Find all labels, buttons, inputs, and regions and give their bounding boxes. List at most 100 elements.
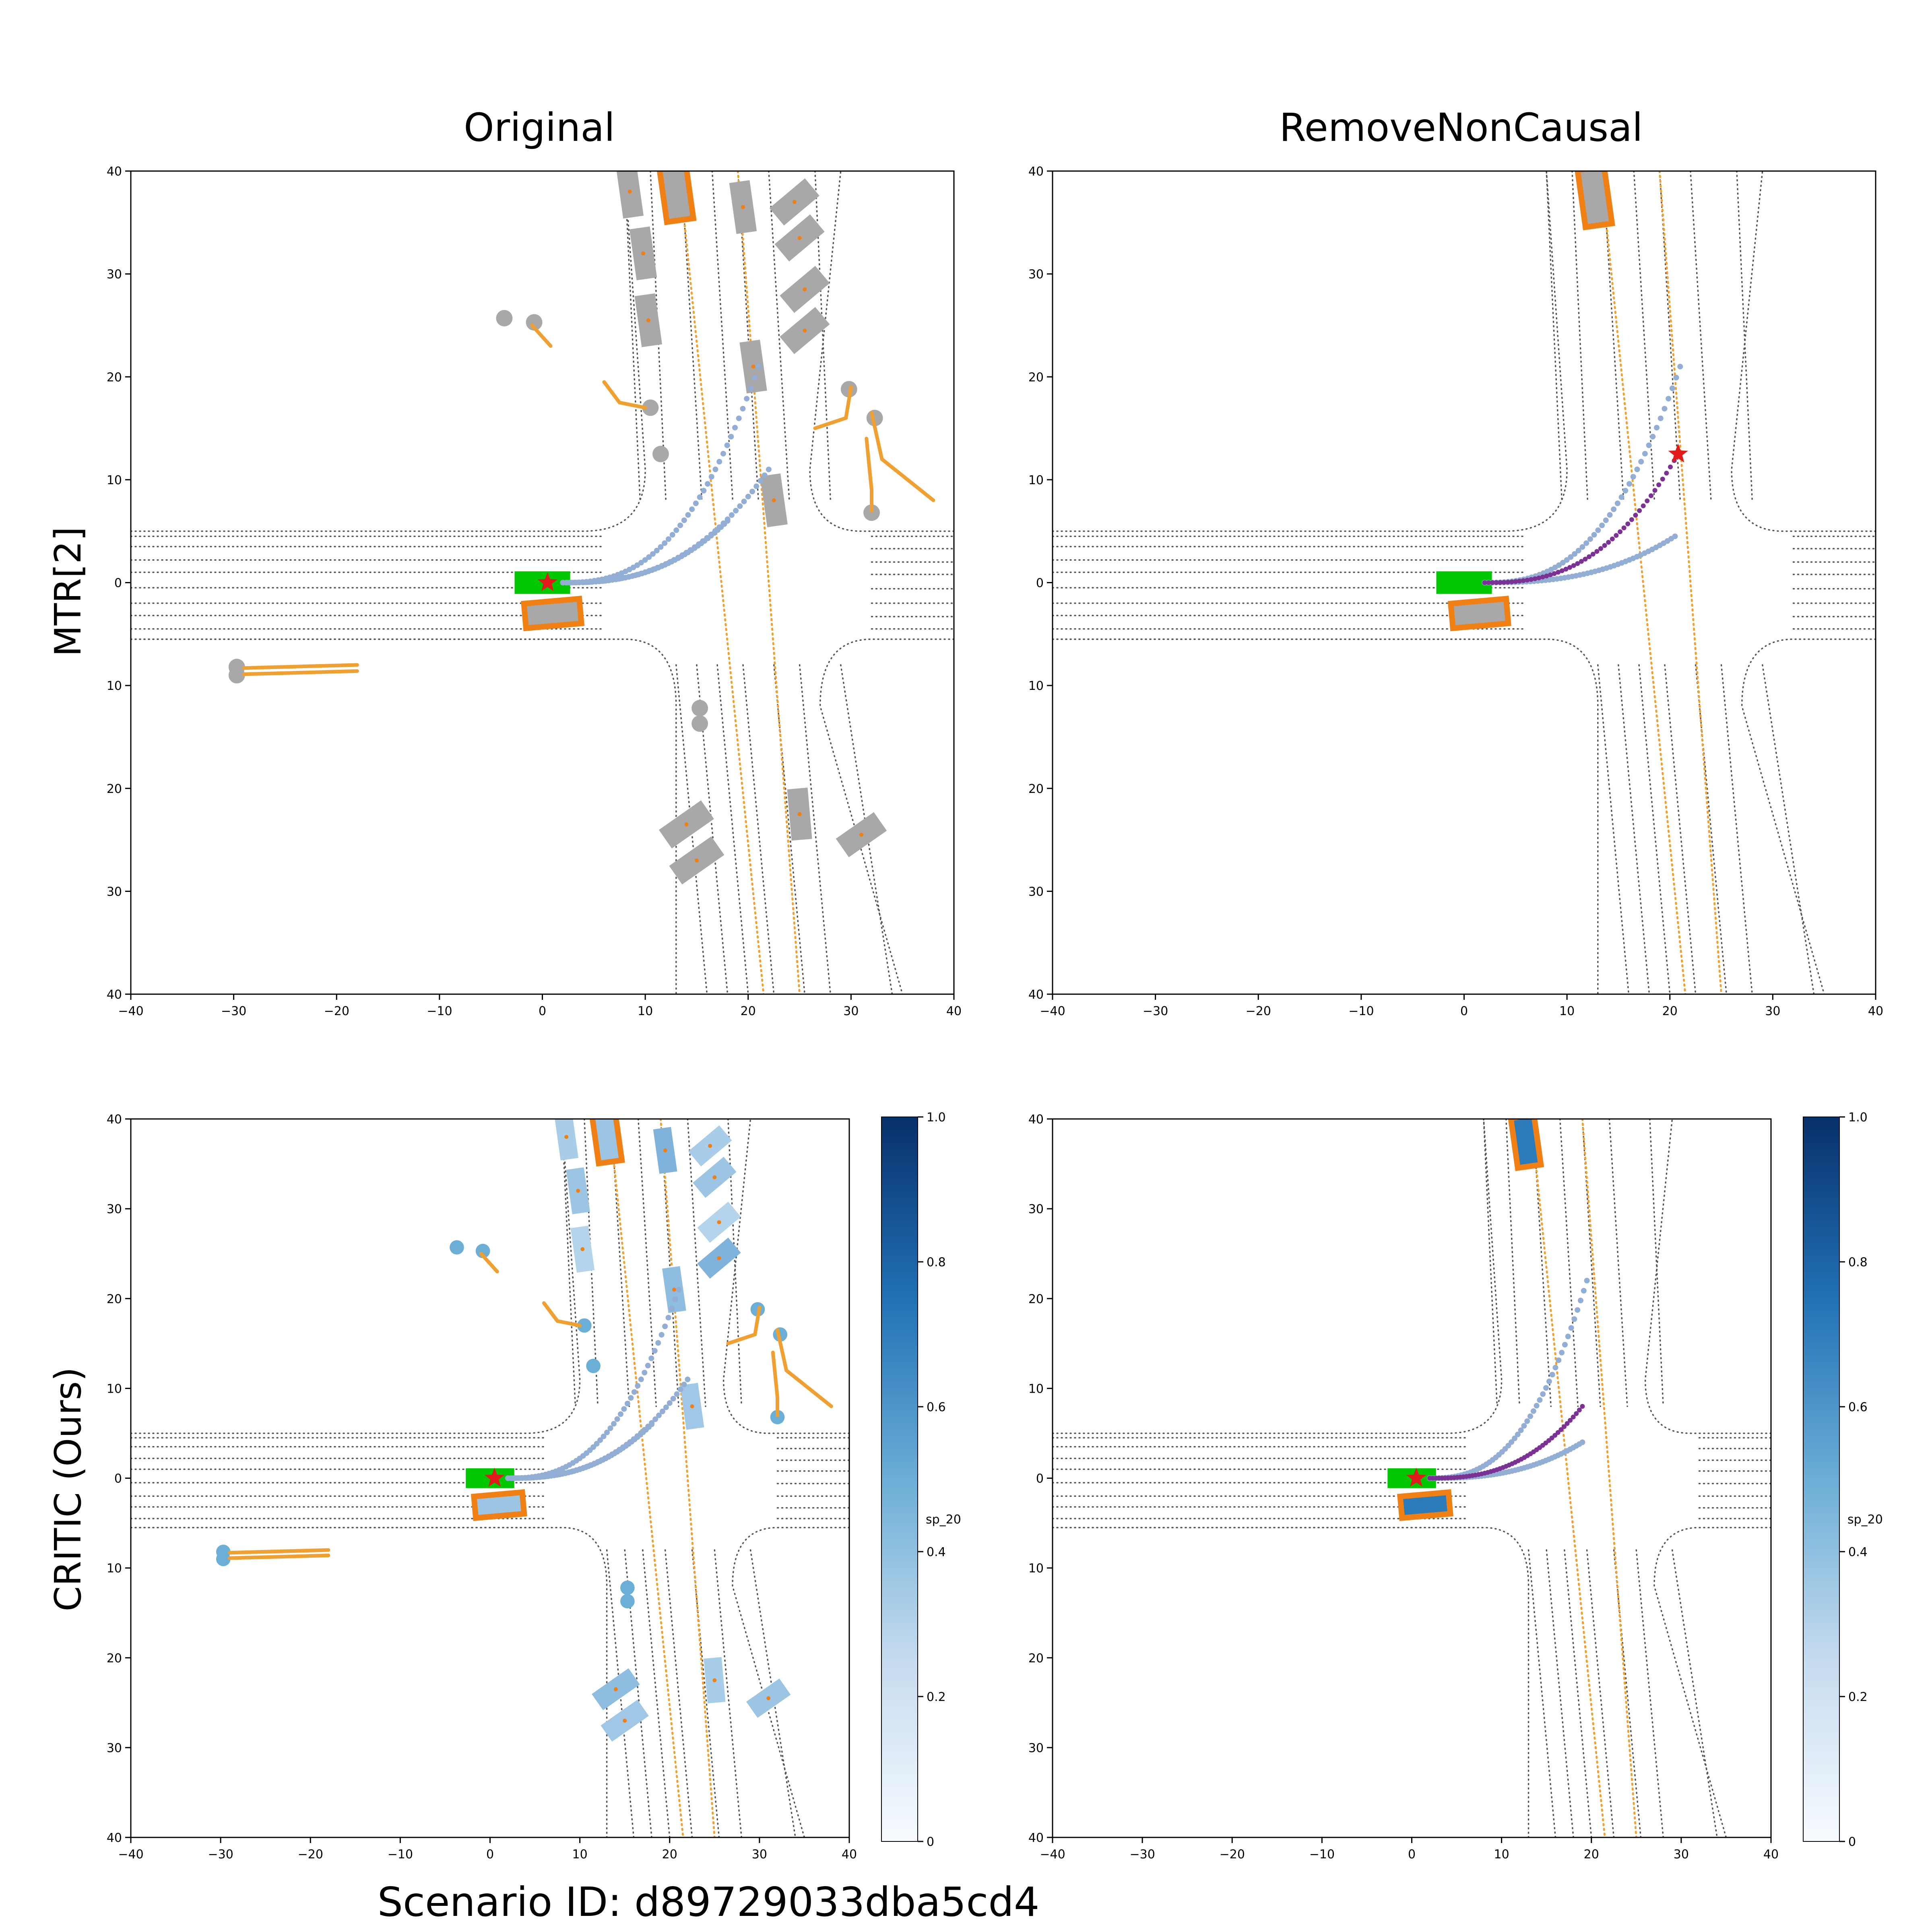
- trajectory-point: [1564, 557, 1570, 563]
- agent-center-dot: [646, 318, 650, 322]
- trajectory-point: [1509, 1439, 1515, 1445]
- trajectory-point: [642, 1370, 648, 1376]
- y-tick-label: 40: [1028, 1113, 1044, 1127]
- selected-trajectory-point: [1501, 580, 1507, 585]
- goal-star-icon: [1406, 1468, 1426, 1487]
- trajectory-point: [685, 1377, 691, 1383]
- selected-trajectory-point: [1575, 561, 1580, 566]
- x-tick-label: 40: [1868, 1004, 1883, 1018]
- agent-trajectory: [542, 1301, 582, 1327]
- selected-trajectory-point: [1517, 578, 1522, 584]
- selected-trajectory-point: [1577, 1408, 1582, 1413]
- trajectory-point: [1646, 442, 1652, 448]
- agent-center-dot: [792, 200, 797, 204]
- trajectory-point: [1581, 1288, 1587, 1294]
- selected-trajectory-point: [1664, 471, 1669, 476]
- selected-trajectory-point: [1559, 568, 1565, 573]
- trajectory-point: [601, 1433, 607, 1439]
- selected-trajectory-point: [1633, 513, 1638, 518]
- trajectory-point: [1537, 1397, 1543, 1403]
- trajectory-point: [1556, 1357, 1562, 1363]
- y-tick-label: 30: [1028, 1202, 1044, 1216]
- trajectory-point: [1584, 1278, 1590, 1284]
- y-tick-label: 20: [107, 782, 122, 796]
- selected-trajectory-point: [1558, 1427, 1564, 1432]
- trajectory-point: [1614, 500, 1620, 506]
- pedestrian-agent: [620, 1594, 635, 1609]
- trajectory-point: [1565, 1333, 1571, 1340]
- trajectory-point: [594, 1441, 600, 1447]
- panel-critic-original: −40 −30 −20 −10 0 10 20 30 40 40 30 20 10 0 10 20 30 40: [107, 1113, 857, 1862]
- selected-trajectory-point: [1532, 576, 1538, 581]
- selected-trajectory-point: [1598, 546, 1603, 551]
- trajectory-point: [755, 363, 762, 369]
- trajectory-point: [1527, 1413, 1534, 1419]
- selected-trajectory-point: [1505, 580, 1511, 585]
- trajectory-point: [677, 522, 683, 528]
- lane-centerline: [1532, 1119, 1637, 1837]
- agent-trajectory: [771, 1350, 779, 1417]
- trajectory-point: [705, 481, 711, 487]
- trajectory-point: [652, 1416, 658, 1422]
- y-tick-label: 20: [107, 1651, 122, 1666]
- x-tick-label: 0: [486, 1847, 494, 1862]
- colorbar-right-gradient: [1803, 1117, 1840, 1842]
- selected-trajectory-point: [1656, 482, 1662, 487]
- y-tick-label: 10: [107, 1562, 122, 1576]
- trajectory-point: [1579, 544, 1585, 550]
- trajectory-point: [1583, 540, 1589, 546]
- trajectory-point: [693, 500, 699, 506]
- x-tick-label: 20: [1584, 1847, 1599, 1862]
- trajectory-point: [667, 1400, 673, 1406]
- trajectory-point: [1673, 375, 1679, 381]
- y-tick-label: 10: [1028, 473, 1044, 487]
- trajectory-point: [624, 1401, 630, 1407]
- row-label-critic: CRITIC (Ours): [47, 1367, 89, 1612]
- trajectory-point: [631, 1389, 637, 1395]
- panel-critic-remove-non-causal: −40 −30 −20 −10 0 10 20 30 40 40 30 20 10 0 10 20 30 40: [1028, 1113, 1779, 1862]
- agent-center-dot: [564, 1135, 569, 1139]
- agent-center-dot: [751, 364, 755, 369]
- colorbar-tick-label: 0.2: [1848, 1690, 1868, 1704]
- trajectory-point: [681, 1381, 687, 1387]
- trajectory-point: [1595, 527, 1601, 533]
- trajectory-point: [758, 478, 764, 484]
- pedestrian-agent: [620, 1580, 635, 1595]
- trajectory-point: [749, 489, 755, 495]
- road-lines: [1053, 171, 1876, 994]
- trajectory-point: [732, 425, 738, 431]
- trajectory-point: [638, 1376, 644, 1382]
- agent-trajectory: [479, 1252, 499, 1274]
- selected-trajectory-point: [1494, 580, 1499, 585]
- trajectory-point: [645, 1362, 651, 1368]
- causal-agent-outline: [588, 1119, 625, 1167]
- colorbar-tick-label: 0: [1848, 1835, 1856, 1849]
- trajectory-point: [740, 406, 746, 412]
- trajectory-point: [724, 518, 731, 524]
- selected-trajectory-point: [1565, 1421, 1570, 1426]
- selected-trajectory-point: [1525, 578, 1530, 583]
- trajectory-point: [1657, 415, 1664, 421]
- trajectory-point: [681, 517, 687, 523]
- selected-trajectory-point: [1594, 549, 1600, 554]
- agent-center-dot: [859, 832, 863, 837]
- goal-star-icon: [537, 572, 557, 591]
- x-tick-label: 10: [1559, 1004, 1575, 1018]
- trajectory-point: [1572, 551, 1578, 557]
- trajectory-point: [1540, 1391, 1546, 1397]
- agent-center-dot: [797, 236, 802, 240]
- trajectory-point: [676, 1286, 682, 1292]
- colorbar-left-gradient: [881, 1117, 918, 1842]
- y-tick-label: 40: [107, 1113, 122, 1127]
- colorbar-tick-label: 0.2: [927, 1690, 946, 1704]
- trajectory-point: [1579, 1439, 1585, 1445]
- selected-trajectory-point: [1571, 563, 1576, 568]
- selected-trajectory-point: [1556, 570, 1561, 575]
- x-tick-label: 30: [752, 1847, 767, 1862]
- x-tick-label: −30: [208, 1847, 233, 1862]
- selected-trajectory-point: [1568, 1418, 1573, 1423]
- x-tick-label: 30: [843, 1004, 859, 1018]
- trajectory-point: [1577, 1298, 1583, 1304]
- causal-agent-outline: [1507, 1119, 1544, 1171]
- x-tick-label: 20: [662, 1847, 677, 1862]
